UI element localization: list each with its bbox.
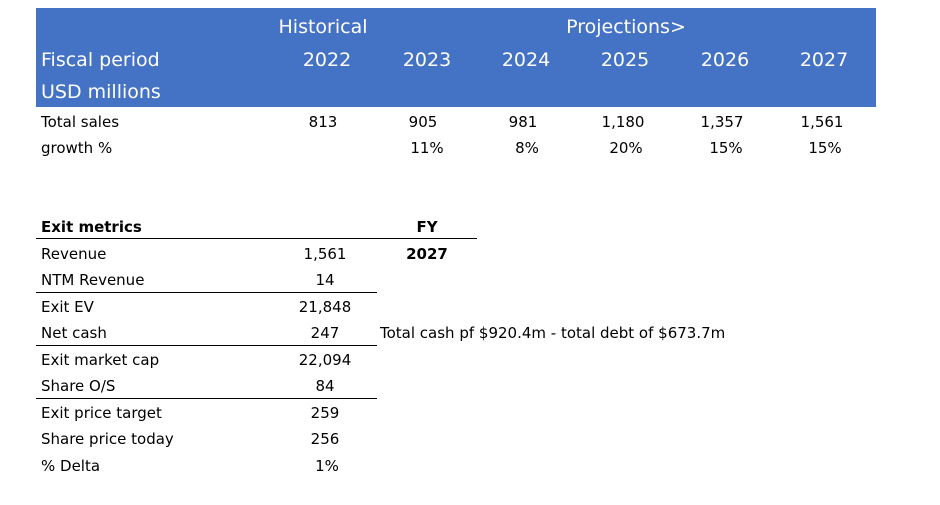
growth-label: growth % bbox=[41, 139, 113, 157]
exit-row-revenue-value: 1,561 bbox=[303, 245, 347, 263]
exit-row-ntm-revenue-value: 14 bbox=[315, 271, 335, 289]
exit-row-market-cap-value: 22,094 bbox=[298, 351, 352, 369]
total-sales-2023: 905 bbox=[408, 113, 438, 131]
exit-row-exit-ev-value: 21,848 bbox=[298, 298, 352, 316]
exit-row-exit-ev-label: Exit EV bbox=[41, 298, 94, 316]
fy-year: 2027 bbox=[406, 245, 448, 263]
fy-label: FY bbox=[416, 218, 438, 236]
exit-row-market-cap-label: Exit market cap bbox=[41, 351, 160, 369]
growth-2025: 20% bbox=[609, 139, 643, 157]
exit-row-delta-label: % Delta bbox=[41, 457, 101, 475]
exit-row-price-target-value: 259 bbox=[310, 404, 340, 422]
exit-metrics-title: Exit metrics bbox=[41, 218, 142, 236]
exit-row-share-price-value: 256 bbox=[310, 430, 340, 448]
units-label: USD millions bbox=[41, 81, 161, 103]
exit-ev-top-rule bbox=[36, 292, 377, 293]
exit-metrics-header-rule bbox=[36, 238, 477, 239]
growth-2026: 15% bbox=[709, 139, 743, 157]
exit-row-price-target-label: Exit price target bbox=[41, 404, 162, 422]
projections-group-label: Projections> bbox=[566, 16, 686, 38]
exit-row-shares-os-label: Share O/S bbox=[41, 377, 116, 395]
year-header-2027: 2027 bbox=[799, 49, 849, 71]
price-target-top-rule bbox=[36, 398, 377, 399]
historical-group-label: Historical bbox=[278, 16, 368, 38]
year-header-2022: 2022 bbox=[302, 49, 352, 71]
exit-row-share-price-label: Share price today bbox=[41, 430, 174, 448]
growth-2023: 11% bbox=[410, 139, 444, 157]
total-sales-2025: 1,180 bbox=[601, 113, 645, 131]
year-header-2023: 2023 bbox=[402, 49, 452, 71]
exit-row-net-cash-label: Net cash bbox=[41, 324, 107, 342]
total-sales-2024: 981 bbox=[508, 113, 538, 131]
year-header-2024: 2024 bbox=[501, 49, 551, 71]
total-sales-2022: 813 bbox=[308, 113, 338, 131]
projection-header-band bbox=[36, 8, 876, 107]
exit-row-ntm-revenue-label: NTM Revenue bbox=[41, 271, 145, 289]
exit-row-revenue-label: Revenue bbox=[41, 245, 107, 263]
growth-2027: 15% bbox=[808, 139, 842, 157]
growth-2024: 8% bbox=[515, 139, 539, 157]
exit-row-shares-os-value: 84 bbox=[315, 377, 335, 395]
exit-row-net-cash-value: 247 bbox=[310, 324, 340, 342]
year-header-2025: 2025 bbox=[600, 49, 650, 71]
exit-row-delta-value: 1% bbox=[315, 457, 339, 475]
total-sales-2026: 1,357 bbox=[700, 113, 744, 131]
fiscal-period-label: Fiscal period bbox=[41, 49, 160, 71]
net-cash-note: Total cash pf $920.4m - total debt of $6… bbox=[380, 324, 726, 342]
total-sales-2027: 1,561 bbox=[800, 113, 844, 131]
total-sales-label: Total sales bbox=[41, 113, 120, 131]
year-header-2026: 2026 bbox=[700, 49, 750, 71]
market-cap-top-rule bbox=[36, 345, 377, 346]
